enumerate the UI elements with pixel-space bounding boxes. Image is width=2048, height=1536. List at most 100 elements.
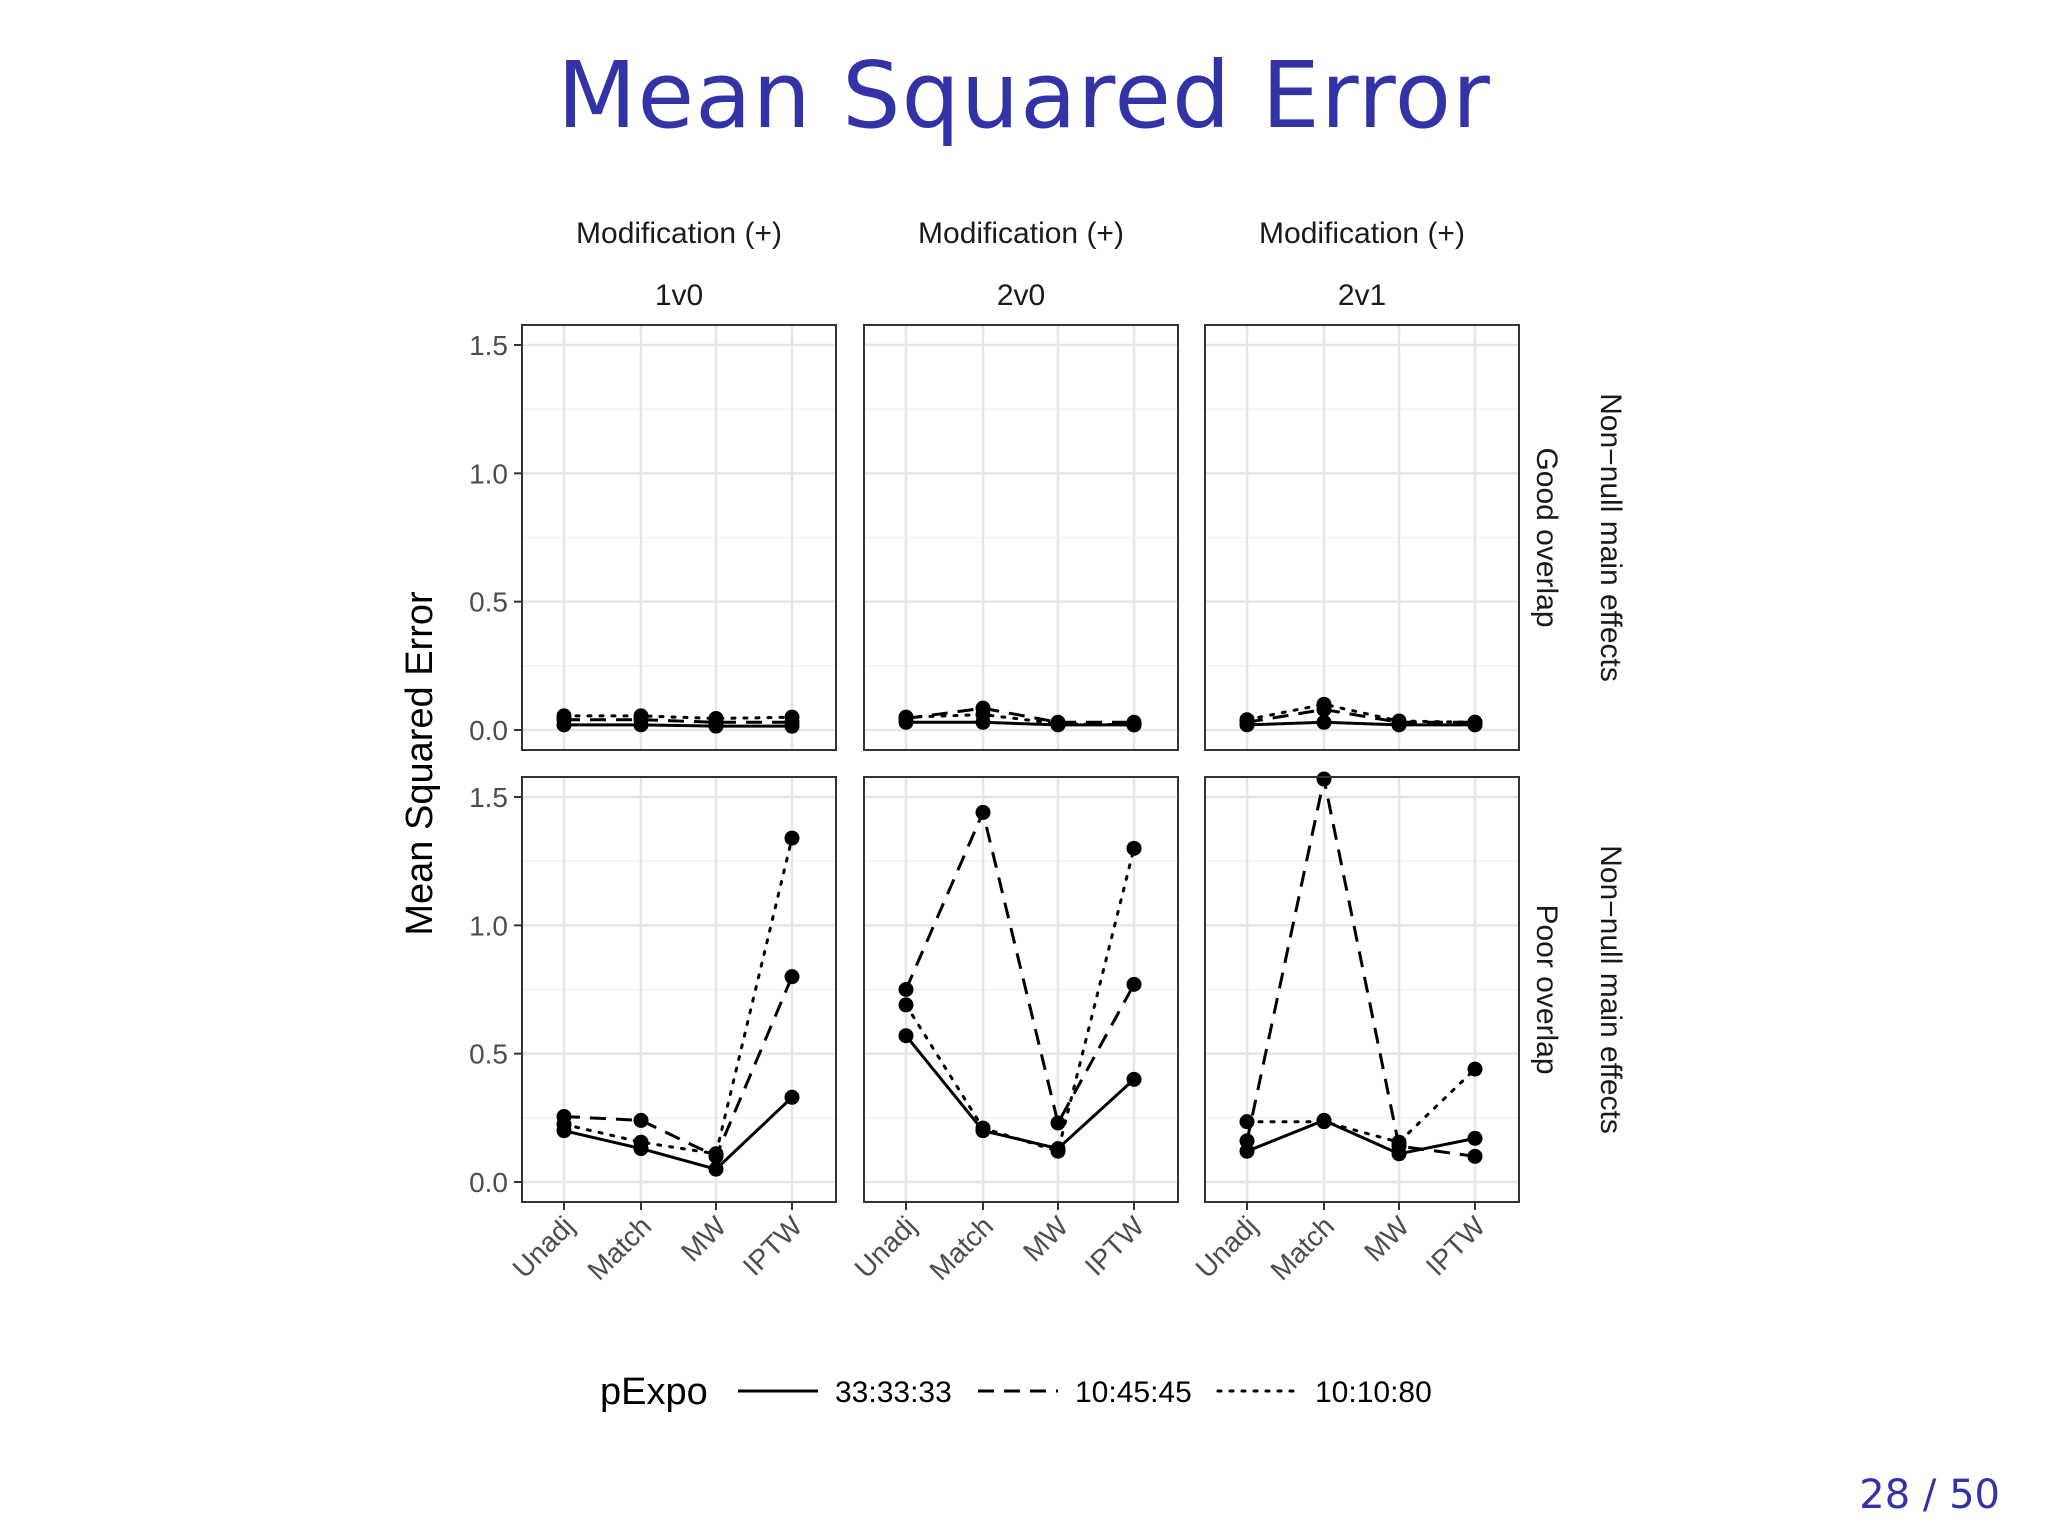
legend-title: pExpo <box>600 1371 708 1413</box>
legend-label-10-10-80: 10:10:80 <box>1315 1376 1432 1409</box>
panel-r0-c1 <box>864 325 1178 750</box>
row-strip-label-1-line2: Poor overlap <box>1530 904 1563 1074</box>
data-point-10-10-80-mw <box>708 1146 724 1162</box>
series-line-10-10-80 <box>904 846 1136 1154</box>
series-line-10-45-45 <box>905 706 1134 724</box>
series-line-33-33-33 <box>1246 1118 1476 1156</box>
data-point-10-10-80-mw <box>1050 1143 1066 1159</box>
legend-label-33-33-33: 33:33:33 <box>835 1376 952 1409</box>
panel-data-r1-c2 <box>1239 771 1483 1164</box>
data-point-10-10-80-unadj <box>1239 712 1255 728</box>
series-line-10-10-80 <box>562 714 794 721</box>
data-point-10-10-80-iptw <box>1126 840 1142 856</box>
page-number: 28 / 50 <box>1859 1472 2000 1518</box>
series-line-33-33-33 <box>906 720 1134 727</box>
panel-data-r0-c1 <box>898 700 1142 733</box>
panel-border <box>863 324 1179 751</box>
data-point-10-10-80-unadj <box>556 708 572 724</box>
data-point-10-10-80-match <box>633 1134 649 1150</box>
series-line-10-10-80 <box>562 836 794 1156</box>
legend-label-10-45-45: 10:45:45 <box>1075 1376 1192 1409</box>
y-tick-label: 1.0 <box>469 458 508 489</box>
data-point-10-45-45-unadj <box>1239 1133 1255 1149</box>
panel-r0-c0 <box>522 325 836 750</box>
series-line-33-33-33 <box>564 723 792 728</box>
x-tick-label-unadj: Unadj <box>507 1210 581 1284</box>
data-point-10-10-80-iptw <box>1467 1061 1483 1077</box>
x-tick-label-match: Match <box>1264 1210 1340 1286</box>
x-tick-label-unadj: Unadj <box>849 1210 923 1284</box>
y-tick-label: 1.5 <box>469 330 508 361</box>
x-tick-label-unadj: Unadj <box>1190 1210 1264 1284</box>
panel-border <box>521 776 837 1203</box>
data-point-10-45-45-mw <box>1050 1115 1066 1131</box>
series-line-10-45-45 <box>564 718 792 724</box>
chart-panels <box>521 324 1520 1203</box>
series-line-10-10-80 <box>1245 702 1477 724</box>
x-tick-label-match: Match <box>923 1210 999 1286</box>
data-point-10-10-80-mw <box>1391 713 1407 729</box>
panel-r1-c2 <box>1205 777 1519 1202</box>
data-point-10-45-45-match <box>633 1112 649 1128</box>
data-point-33-33-33-match <box>1316 714 1332 730</box>
x-tick-label-iptw: IPTW <box>1079 1210 1151 1282</box>
series-line-10-45-45 <box>904 807 1136 1128</box>
x-tick-label-mw: MW <box>675 1210 733 1268</box>
y-tick-label: 1.5 <box>469 782 508 813</box>
panel-border <box>1204 324 1520 751</box>
column-strip-label-2-line1: Modification (+) <box>1259 217 1465 250</box>
panel-r1-c0 <box>522 777 836 1202</box>
column-strip-label-1-line2: 2v0 <box>997 279 1045 312</box>
data-point-33-33-33-iptw <box>784 1089 800 1105</box>
data-point-10-10-80-match <box>1316 1114 1332 1130</box>
data-point-10-10-80-iptw <box>784 830 800 846</box>
data-point-33-33-33-iptw <box>1467 1130 1483 1146</box>
series-line-33-33-33 <box>904 1034 1136 1151</box>
panel-data-r0-c2 <box>1239 696 1483 733</box>
data-point-10-10-80-match <box>975 707 991 723</box>
column-strip-label-2-line2: 2v1 <box>1338 279 1386 312</box>
panel-data-r1-c1 <box>898 804 1142 1159</box>
x-tick-label-iptw: IPTW <box>1420 1210 1492 1282</box>
slide-title: Mean Squared Error <box>557 42 1491 149</box>
series-line-33-33-33 <box>1246 720 1475 727</box>
x-tick-label-match: Match <box>581 1210 657 1286</box>
panel-border <box>863 776 1179 1203</box>
series-line-33-33-33 <box>563 1096 794 1171</box>
data-point-10-10-80-match <box>633 708 649 724</box>
series-line-10-45-45 <box>1245 778 1476 1158</box>
data-point-10-45-45-iptw <box>1467 1148 1483 1164</box>
panel-r0-c2 <box>1205 325 1519 750</box>
series-line-10-45-45 <box>563 976 794 1159</box>
column-strip-label-0-line2: 1v0 <box>655 279 703 312</box>
series-line-10-10-80 <box>904 713 1136 727</box>
y-tick-label: 0.0 <box>469 1167 508 1198</box>
data-point-10-45-45-match <box>975 804 991 820</box>
row-strip-label-0-line2: Good overlap <box>1530 447 1563 627</box>
x-tick-label-mw: MW <box>1358 1210 1416 1268</box>
data-point-10-45-45-unadj <box>898 982 914 997</box>
column-strip-label-0-line1: Modification (+) <box>576 217 782 250</box>
facet-strips: Modification (+) 1v0 Modification (+) 2v0 Mo… <box>576 217 1627 1134</box>
row-strip-label-0-line1: Non−null main effects <box>1594 393 1627 682</box>
data-point-10-10-80-match <box>1316 696 1332 712</box>
x-tick-label-mw: MW <box>1017 1210 1075 1268</box>
panel-r1-c1 <box>864 777 1178 1202</box>
y-axis-title: Mean Squared Error <box>399 591 441 936</box>
data-point-10-10-80-unadj <box>1239 1114 1255 1130</box>
y-tick-label: 0.5 <box>469 587 508 618</box>
y-tick-label: 0.5 <box>469 1039 508 1070</box>
row-strip-label-1-line1: Non−null main effects <box>1594 845 1627 1134</box>
data-point-10-10-80-unadj <box>898 997 914 1013</box>
panel-data-r0-c0 <box>556 708 800 734</box>
y-tick-label: 0.0 <box>469 715 508 746</box>
series-line-10-10-80 <box>1245 1067 1477 1144</box>
data-point-33-33-33-iptw <box>1126 1071 1142 1087</box>
data-point-33-33-33-unadj <box>1239 1143 1255 1159</box>
x-tick-label-iptw: IPTW <box>737 1210 809 1282</box>
data-point-33-33-33-mw <box>708 1161 724 1177</box>
data-point-10-45-45-iptw <box>784 969 800 985</box>
y-tick-label: 1.0 <box>469 910 508 941</box>
data-point-10-45-45-match <box>1316 771 1332 787</box>
